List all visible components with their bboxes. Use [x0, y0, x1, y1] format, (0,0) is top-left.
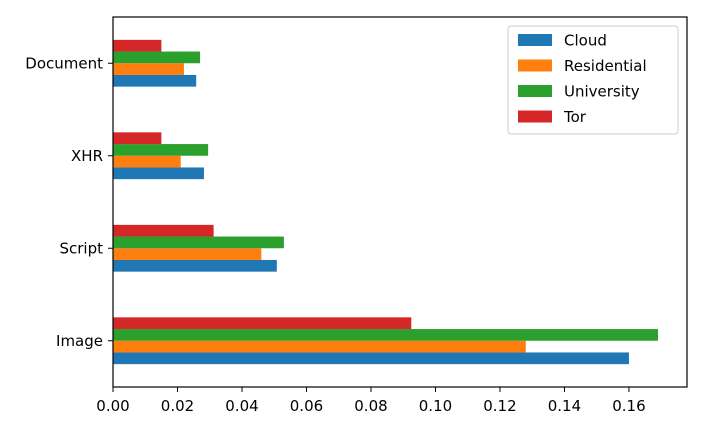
x-tick-label: 0.00 — [96, 397, 129, 415]
x-tick-label: 0.14 — [548, 397, 581, 415]
x-tick-label: 0.12 — [483, 397, 516, 415]
legend-swatch-university — [518, 85, 552, 97]
plot-frame — [112, 16, 688, 388]
x-tick-label: 0.08 — [354, 397, 387, 415]
y-tick-label: Script — [59, 239, 103, 257]
x-tick-label: 0.02 — [161, 397, 194, 415]
bar-xhr-cloud — [113, 167, 204, 180]
bar-script-cloud — [113, 259, 277, 272]
x-tick-label: 0.06 — [290, 397, 323, 415]
bar-xhr-tor — [113, 132, 162, 145]
bar-image-cloud — [113, 352, 629, 365]
legend-label-tor: Tor — [563, 108, 587, 126]
bar-script-residential — [113, 248, 262, 260]
y-tick-label: Image — [56, 332, 103, 350]
legend-swatch-cloud — [518, 34, 552, 46]
legend-swatch-residential — [518, 59, 552, 72]
x-tick-label: 0.10 — [419, 397, 452, 415]
bar-script-university — [113, 236, 284, 249]
bar-script-tor — [113, 224, 214, 237]
bar-document-cloud — [113, 74, 197, 87]
bar-image-tor — [113, 317, 412, 330]
x-tick-label: 0.16 — [612, 397, 645, 415]
y-axis: Image Script XHR Document — [25, 54, 113, 350]
bar-document-university — [113, 51, 201, 64]
y-tick-label: XHR — [71, 147, 103, 165]
legend-box — [507, 25, 679, 135]
legend-swatch-tor — [518, 110, 552, 123]
x-axis: 0.00 0.02 0.04 0.06 0.08 0.10 0.12 0.14 0.16 — [96, 387, 646, 415]
legend: Cloud Residential University Tor — [507, 25, 679, 135]
x-tick-label: 0.04 — [225, 397, 258, 415]
bar-document-residential — [113, 63, 184, 75]
bar-image-residential — [113, 340, 526, 353]
bars-group — [113, 39, 658, 365]
legend-label-university: University — [564, 83, 640, 101]
bar-xhr-university — [113, 144, 209, 156]
legend-label-residential: Residential — [564, 57, 647, 75]
bar-image-university — [113, 329, 658, 341]
y-tick-label: Document — [25, 54, 103, 72]
bar-xhr-residential — [113, 155, 181, 168]
legend-label-cloud: Cloud — [564, 32, 607, 50]
bar-document-tor — [113, 39, 162, 52]
